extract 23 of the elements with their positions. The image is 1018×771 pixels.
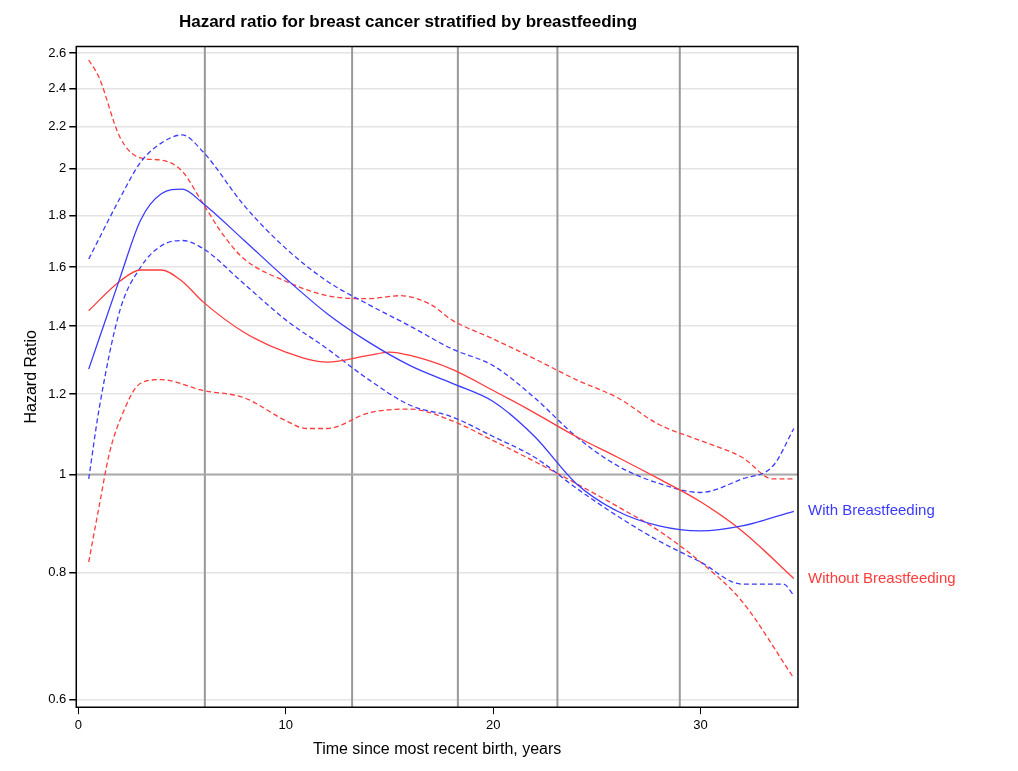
y-tick-label: 2.6 xyxy=(48,44,67,60)
y-tick-label: 1 xyxy=(59,466,67,482)
y-tick-label: 1.8 xyxy=(48,206,67,222)
y-tick-label: 2.2 xyxy=(48,118,67,134)
y-tick-label: 1.4 xyxy=(48,317,67,333)
y-tick-label: 2.4 xyxy=(48,80,67,96)
line-series xyxy=(88,134,795,494)
y-tick-label: 1.6 xyxy=(48,258,67,274)
x-tick-label: 0 xyxy=(74,716,82,732)
line-series xyxy=(88,59,795,480)
y-tick-label: 2 xyxy=(59,160,67,176)
line-series xyxy=(88,379,795,679)
series-label: Without Breastfeeding xyxy=(808,568,956,586)
x-tick-label: 20 xyxy=(485,716,501,732)
y-tick-label: 1.2 xyxy=(48,385,67,401)
x-axis-title: Time since most recent birth, years xyxy=(312,739,562,757)
x-tick-label: 30 xyxy=(693,716,708,732)
x-tick-label: 10 xyxy=(278,716,293,732)
y-axis-title: Hazard Ratio xyxy=(22,330,40,424)
series-label: With Breastfeeding xyxy=(808,501,935,519)
chart-title: Hazard ratio for breast cancer stratified by breastfeeding xyxy=(178,11,638,31)
y-tick-label: 0.6 xyxy=(48,691,67,707)
y-tick-label: 0.8 xyxy=(48,564,67,580)
